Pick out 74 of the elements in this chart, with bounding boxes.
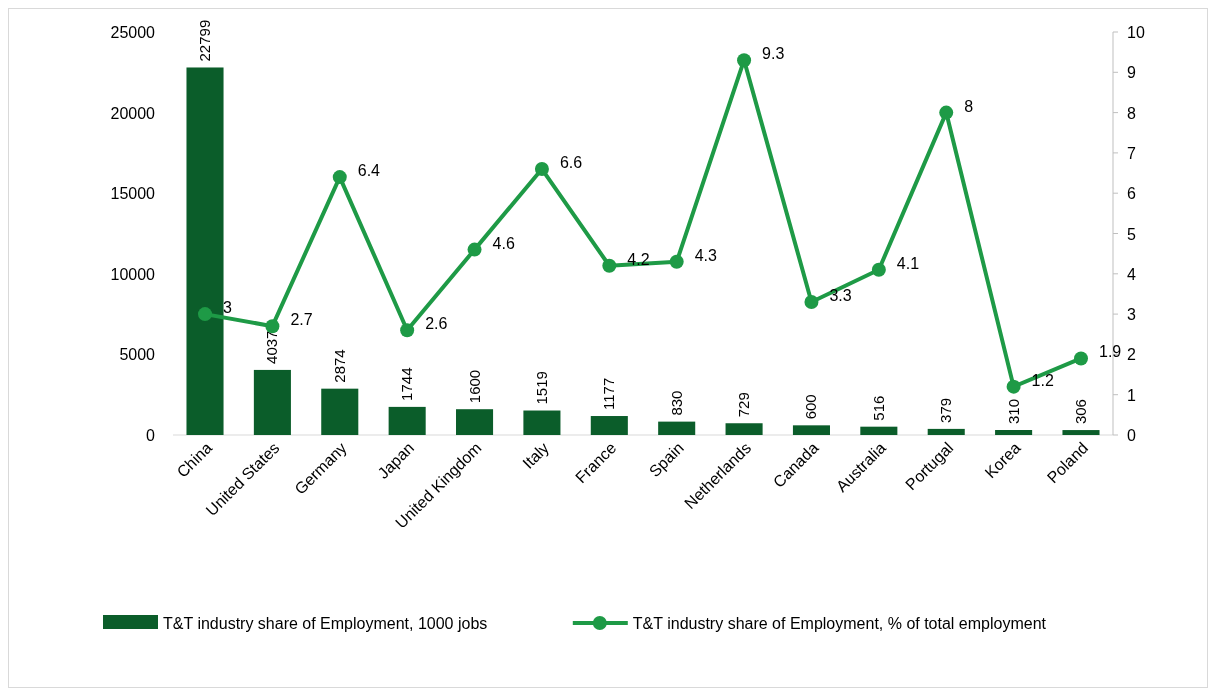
point [400,323,415,338]
data-label: 8 [964,97,974,115]
data-label: 1.2 [1031,371,1054,389]
data-label: 3.3 [829,287,852,305]
y-tick-label: 5000 [119,346,156,364]
data-label: 1600 [465,369,483,404]
y-tick-label: 10000 [110,265,156,283]
bar [523,410,561,435]
point [467,242,482,257]
bar [186,67,224,435]
y2-tick-label: 6 [1127,185,1136,203]
y2-tick-label: 9 [1127,64,1136,82]
data-label: 729 [735,392,753,418]
data-label: 516 [869,395,887,421]
point [737,53,752,68]
data-label: 306 [1071,399,1089,425]
point [1006,379,1021,394]
data-label: 1.9 [1098,343,1122,361]
y2-tick-label: 2 [1127,346,1136,364]
y2-tick-label: 0 [1127,427,1136,444]
y-tick-label: 25000 [110,24,156,41]
bar [995,430,1033,435]
y-tick-label: 20000 [110,104,156,122]
data-label: 830 [667,390,685,416]
bar [388,406,426,435]
data-label: 22799 [196,19,214,62]
data-label: 3 [223,299,233,317]
point [602,258,617,273]
bar [792,425,830,435]
y2-tick-label: 3 [1127,306,1136,324]
bar [1062,430,1100,435]
bar [456,409,494,435]
data-label: 4037 [263,330,281,364]
data-label: 4.1 [896,254,920,272]
bar [590,416,628,435]
data-label: 9.3 [762,45,785,63]
data-label: 2.7 [290,311,313,329]
bar [658,421,696,435]
legend-label: T&T industry share of Employment, % of total employment [632,615,1047,632]
legend-label: T&T industry share of Employment, 1000 jobs [163,615,488,632]
data-label: 6.4 [357,162,381,180]
point [1073,351,1088,366]
y2-tick-label: 1 [1127,386,1136,404]
bar [860,426,898,435]
y2-tick-label: 4 [1127,265,1136,283]
y2-tick-label: 8 [1127,104,1136,122]
y2-tick-label: 5 [1127,225,1136,243]
y2-tick-label: 10 [1127,24,1145,41]
data-label: 6.6 [559,154,583,172]
y-tick-label: 15000 [110,185,156,203]
data-label: 4.3 [694,246,718,264]
point [198,307,213,322]
data-label: 2.6 [425,315,448,333]
data-label: 4.6 [492,234,515,252]
point [534,162,549,177]
point [804,295,819,310]
bar [927,428,965,435]
data-label: 379 [937,397,955,423]
bar [725,423,763,435]
point [669,254,684,269]
bar [321,388,359,435]
data-label: 2874 [330,349,348,383]
point [332,170,347,185]
data-label: 1177 [600,377,618,411]
point [871,262,886,277]
bar [253,369,291,435]
x-tick-label: Italy [519,439,553,472]
y2-tick-label: 7 [1127,144,1136,162]
data-label: 600 [802,394,820,420]
data-label: 1519 [532,371,550,405]
point [939,105,954,120]
data-label: 310 [1004,398,1022,424]
y-tick-label: 0 [146,427,156,444]
data-label: 1744 [398,367,416,401]
